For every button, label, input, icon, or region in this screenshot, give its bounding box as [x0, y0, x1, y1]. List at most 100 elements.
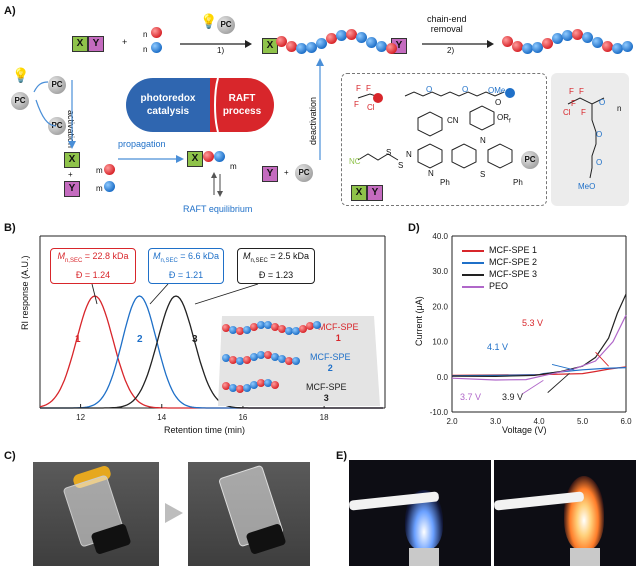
thio-sulfur-label: S [398, 161, 404, 170]
legend-entry-2: MCF-SPE 2 [310, 352, 351, 374]
step2-label: 2) [447, 46, 455, 55]
arrow-excitation [33, 81, 49, 93]
blue-monomer [151, 42, 162, 53]
photocatalyst-icon: PC [217, 16, 235, 34]
n-label: n [143, 30, 148, 39]
polymer-fluoro-label: F [579, 87, 584, 96]
blue-monomer [376, 41, 387, 53]
legend-item-3: MCF-SPE 3 [462, 268, 537, 280]
red-monomer [271, 322, 279, 331]
right-arrow-icon [165, 503, 183, 523]
blue-monomer [296, 42, 307, 54]
legend-name: MCF-SPE [310, 352, 351, 362]
annotation-pointer [149, 283, 169, 305]
ome-label: OMe [488, 86, 506, 95]
legend-name: MCF-SPE [306, 382, 347, 392]
ether-oxygen-label: O [462, 85, 469, 94]
plus-sign: + [122, 37, 128, 47]
annotation-1-line1: Mn,SEC = 22.8 kDa [57, 251, 129, 264]
polymer-fluoro-label: F [571, 99, 576, 108]
arrow-head [176, 155, 184, 163]
polymer-chain-with-ends [276, 22, 397, 62]
peak-label-3: 3 [192, 334, 198, 345]
blue-monomer [622, 41, 633, 53]
red-monomer [264, 351, 272, 360]
oxidized-photocatalyst-icon: PC [48, 117, 66, 135]
venn-divider [214, 77, 219, 133]
x-tick-label: 16 [238, 413, 247, 422]
blue-monomer [214, 151, 225, 162]
cyano-label: CN [447, 116, 459, 125]
x-tick-label: 5.0 [577, 417, 589, 426]
polymer-fluoro-label: F [569, 87, 574, 96]
oxidized-photocatalyst-icon: PC [295, 164, 313, 182]
blue-monomer [229, 326, 237, 335]
m-label: m [96, 184, 103, 193]
lsv-ylabel: Current (μA) [414, 296, 424, 346]
red-monomer [542, 37, 553, 49]
blue-monomer [292, 356, 300, 365]
y-tick-label: 20.0 [432, 302, 448, 311]
red-monomer [104, 164, 115, 175]
phenyl-label: Ph [513, 178, 523, 187]
photocatalyst-icon: PC [521, 151, 539, 169]
y-tick-label: 10.0 [432, 338, 448, 347]
x-tick-label: 2.0 [446, 417, 458, 426]
fluoro-substituent: F [354, 100, 359, 109]
annotation-2-line2: Đ = 1.21 [168, 269, 204, 280]
red-monomer [326, 33, 337, 45]
arrow-head [245, 40, 252, 48]
lsv-chart: -10.0 0.0 10.0 20.0 30.0 40.0 2.0 3.0 4.0 5.0 6.0 [430, 232, 632, 426]
legend-num: 3 [323, 393, 329, 403]
blue-monomer [271, 352, 279, 361]
chain-end-removal-label: chain-end removal [427, 14, 467, 34]
benzoate-ring [469, 105, 495, 131]
blue-monomer [532, 41, 543, 53]
onset-label-1: 5.3 V [522, 318, 544, 328]
bulb-icon: 💡 [200, 13, 218, 29]
onset-pointer [595, 351, 609, 367]
red-monomer [278, 325, 286, 334]
amine-nitrogen-label: N [406, 150, 412, 159]
blue-monomer [257, 351, 265, 360]
blue-monomer [243, 325, 251, 334]
polymer-fluoro-label: F [581, 108, 586, 117]
n-label: n [143, 45, 148, 54]
red-monomer [572, 29, 583, 41]
raft-agent-bond [357, 153, 399, 161]
blue-monomer [316, 37, 327, 49]
polymer-chloro-label: Cl [563, 108, 571, 117]
bulb-icon: 💡 [12, 67, 30, 83]
photocatalyst-icon: PC [11, 92, 29, 110]
arrow-head [217, 191, 223, 197]
blue-monomer [592, 37, 603, 48]
panel-a-scheme: X Y + n n 💡 PC 1) X Y chain-end removal … [0, 0, 636, 215]
red-monomer [236, 384, 244, 393]
sec-xlabel: Retention time (min) [164, 425, 246, 435]
legend-num: 2 [327, 363, 333, 373]
red-monomer [276, 36, 287, 47]
red-monomer [286, 40, 297, 52]
blue-monomer [612, 42, 623, 54]
blue-monomer [313, 321, 321, 330]
polymer-sidechain-bond [589, 104, 597, 179]
chloro-substituent: Cl [367, 103, 375, 112]
m-label: m [230, 162, 237, 171]
plus-sign: + [284, 168, 289, 177]
x-tick-label: 6.0 [620, 417, 632, 426]
blue-monomer [522, 42, 533, 54]
red-monomer [250, 323, 258, 332]
lsv-legend: MCF-SPE 1 MCF-SPE 2 MCF-SPE 3 PEO [462, 244, 537, 292]
panel-d-label: D) [408, 222, 420, 234]
scheme-arrows [33, 40, 605, 197]
benzene-ring [417, 111, 443, 137]
y-tick-label: 0.0 [437, 373, 449, 382]
red-monomer [151, 27, 162, 38]
red-monomer [502, 36, 513, 47]
blue-monomer [257, 321, 265, 330]
blue-monomer [264, 379, 272, 388]
ester-label: ORf [497, 113, 511, 125]
red-monomer [386, 42, 397, 54]
polymer-chain-product [502, 22, 633, 62]
ester-subscript: f [509, 118, 511, 125]
